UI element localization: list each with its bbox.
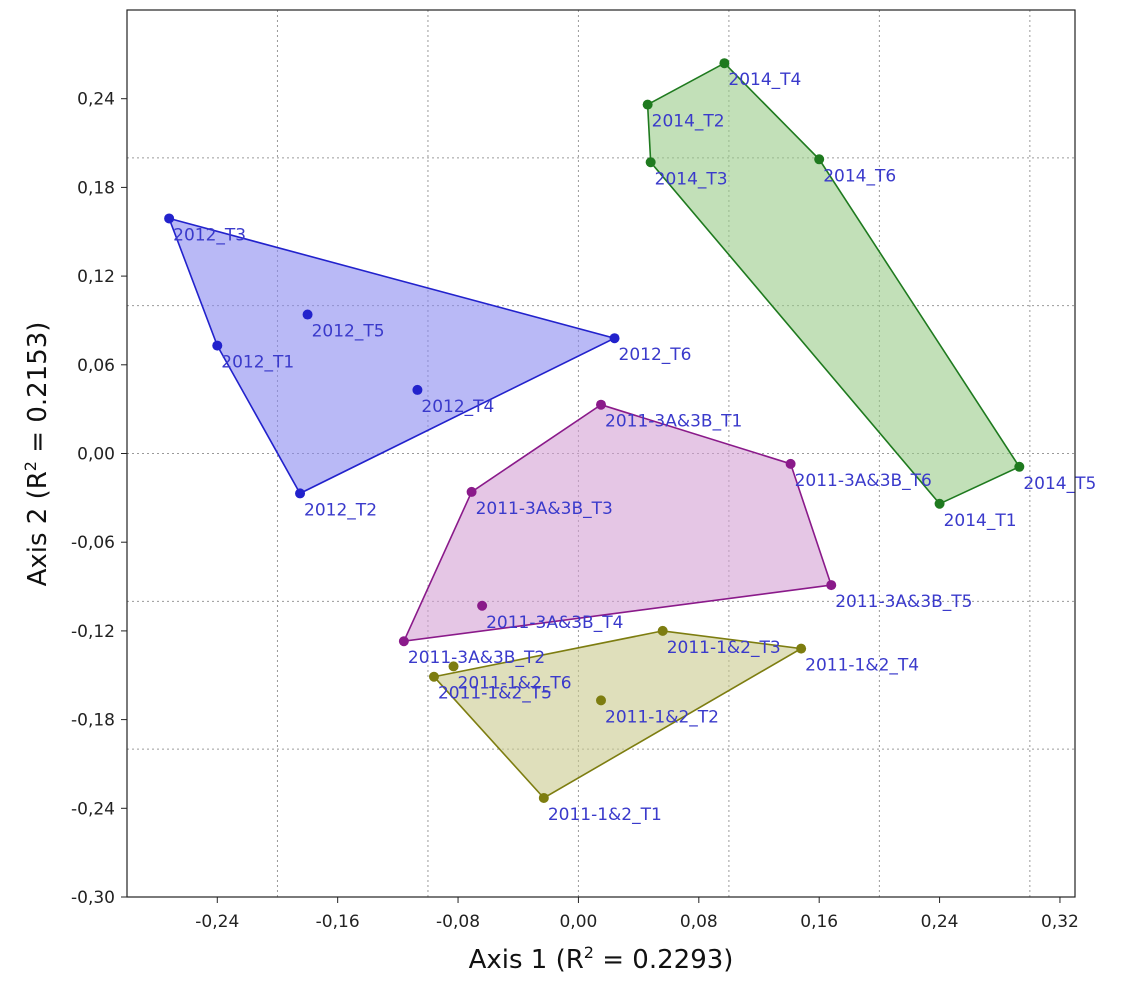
x-tick-label: 0,16	[800, 912, 838, 932]
label-2011-3A&3B_T1: 2011-3A&3B_T1	[605, 412, 742, 432]
label-2012_T3: 2012_T3	[173, 225, 246, 245]
point-2012_T3	[164, 213, 175, 224]
point-2011-3A&3B_T6	[785, 458, 796, 469]
group-hulls	[167, 62, 1021, 800]
point-2011-1&2_T6	[448, 661, 459, 672]
point-2012_T5	[302, 309, 313, 320]
label-2014_T3: 2014_T3	[655, 169, 728, 189]
label-2012_T6: 2012_T6	[619, 345, 692, 365]
point-2011-3A&3B_T2	[398, 636, 409, 647]
y-axis-ticks: 0,24 0,18 0,12 0,06 0,00 -0,06 -0,12 -0,18 -0,24…	[71, 90, 127, 908]
y-tick-label: 0,24	[77, 90, 115, 110]
y-tick-label: -0,12	[71, 622, 115, 642]
point-2014_T6	[814, 154, 825, 165]
x-axis-ticks: -0,24 -0,16 -0,08 0,00 0,08 0,16 0,24 0,32	[195, 897, 1079, 932]
label-2014_T2: 2014_T2	[652, 112, 725, 132]
y-tick-label: -0,18	[71, 711, 115, 731]
point-2011-3A&3B_T5	[826, 580, 837, 591]
label-2012_T1: 2012_T1	[221, 353, 294, 373]
y-tick-label: 0,18	[77, 178, 115, 198]
y-tick-label: -0,24	[71, 799, 115, 819]
point-2014_T5	[1014, 461, 1025, 472]
y-tick-label: 0,06	[77, 356, 115, 376]
label-2012_T4: 2012_T4	[421, 397, 494, 417]
label-2011-1&2_T3: 2011-1&2_T3	[667, 638, 781, 658]
label-2012_T5: 2012_T5	[312, 322, 385, 342]
label-2011-1&2_T6: 2011-1&2_T6	[458, 673, 572, 693]
y-tick-label: -0,06	[71, 533, 115, 553]
point-2011-1&2_T4	[796, 643, 807, 654]
point-2014_T2	[642, 99, 653, 110]
point-2011-3A&3B_T1	[596, 399, 606, 410]
y-tick-label: 0,12	[77, 267, 115, 287]
point-2011-3A&3B_T3	[466, 486, 477, 497]
label-2014_T5: 2014_T5	[1023, 474, 1096, 494]
point-2011-3A&3B_T4	[477, 600, 488, 611]
point-2011-1&2_T3	[657, 625, 668, 636]
y-tick-label: 0,00	[77, 445, 115, 465]
point-2011-1&2_T5	[428, 671, 439, 682]
label-2014_T6: 2014_T6	[823, 166, 896, 186]
label-2014_T1: 2014_T1	[944, 511, 1017, 531]
label-2011-1&2_T4: 2011-1&2_T4	[805, 656, 919, 676]
x-tick-label: -0,16	[316, 912, 360, 932]
data-points	[164, 58, 1025, 803]
point-2012_T4	[412, 384, 423, 395]
point-2011-1&2_T1	[538, 792, 549, 803]
y-tick-label: -0,30	[71, 888, 115, 908]
label-2011-1&2_T2: 2011-1&2_T2	[605, 707, 719, 727]
label-2011-3A&3B_T2: 2011-3A&3B_T2	[408, 648, 545, 668]
hull-g2011_3a3b	[402, 403, 833, 643]
label-2014_T4: 2014_T4	[728, 70, 801, 90]
x-axis-title: Axis 1 (R2 = 0.2293)	[469, 943, 734, 975]
label-2011-1&2_T1: 2011-1&2_T1	[548, 805, 662, 825]
label-2011-1&2_T5: 2011-1&2_T5	[438, 684, 552, 704]
point-2014_T1	[934, 498, 945, 509]
label-2011-3A&3B_T6: 2011-3A&3B_T6	[795, 471, 932, 491]
point-2012_T6	[609, 333, 620, 344]
point-2014_T4	[719, 58, 730, 69]
point-2014_T3	[645, 157, 656, 168]
x-tick-label: 0,32	[1041, 912, 1079, 932]
x-tick-label: 0,08	[680, 912, 718, 932]
point-2012_T2	[295, 488, 306, 499]
x-tick-label: 0,24	[921, 912, 959, 932]
point-labels: 2014_T4 2014_T2 2014_T3 2014_T6 2014_T5 2014_…	[173, 70, 1096, 825]
label-2011-3A&3B_T4: 2011-3A&3B_T4	[486, 613, 623, 633]
label-2011-3A&3B_T3: 2011-3A&3B_T3	[476, 499, 613, 519]
point-2011-1&2_T2	[596, 695, 606, 706]
label-2011-3A&3B_T5: 2011-3A&3B_T5	[835, 592, 972, 612]
x-tick-label: 0,00	[559, 912, 597, 932]
point-2012_T1	[212, 340, 223, 351]
x-tick-label: -0,24	[195, 912, 239, 932]
label-2012_T2: 2012_T2	[304, 500, 377, 520]
y-axis-title: Axis 2 (R2 = 0.2153)	[21, 322, 53, 587]
x-tick-label: -0,08	[436, 912, 480, 932]
